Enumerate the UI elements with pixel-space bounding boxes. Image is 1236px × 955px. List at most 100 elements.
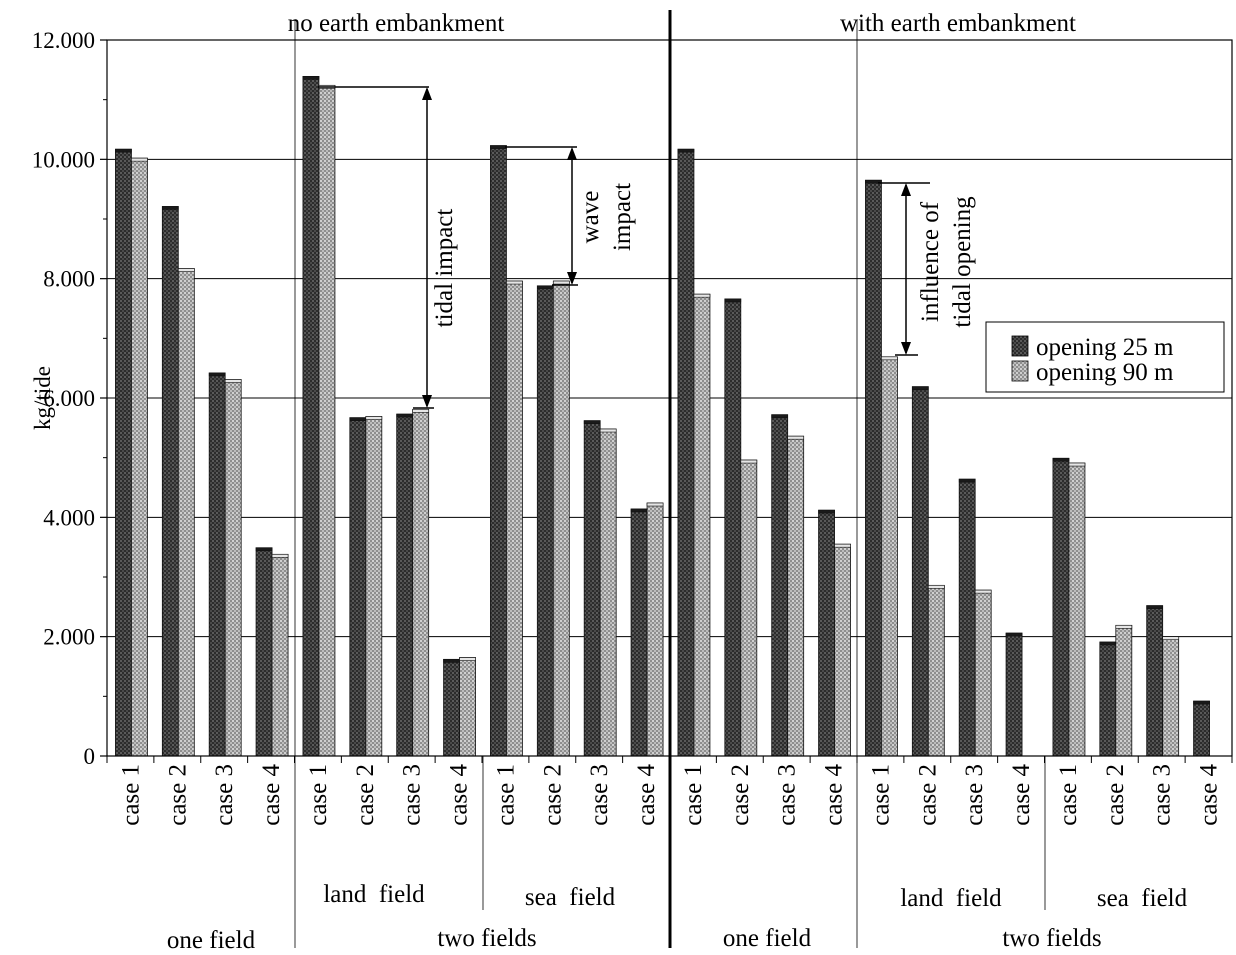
bar-opening-25 (1005, 632, 1023, 757)
bar-opening-90 (787, 435, 805, 757)
bar-opening-90 (318, 84, 336, 757)
bar-cap (818, 509, 835, 514)
bar-cap (255, 547, 273, 552)
bar-cap (506, 280, 523, 285)
tidal-impact-label: tidal impact (431, 209, 458, 328)
bar-opening-25 (396, 413, 414, 757)
bar-opening-90 (177, 268, 195, 757)
group-label-one-field-right: one field (723, 925, 812, 952)
bar-cap (787, 435, 804, 440)
group-label-two-fields-left: two fields (437, 925, 536, 952)
bar-cap (928, 585, 945, 589)
bar-cap (537, 285, 554, 290)
x-tick-label: case 1 (305, 764, 332, 826)
bar-opening-90 (131, 157, 148, 757)
bar-opening-90 (693, 293, 711, 757)
bar-opening-90 (552, 280, 570, 757)
bar-opening-25 (630, 508, 648, 757)
tidal-opening-arrowhead-down (901, 342, 911, 355)
x-tick-label: case 3 (774, 764, 801, 826)
bar-opening-90 (506, 280, 523, 757)
bar-opening-90 (974, 589, 992, 757)
x-tick-label: case 2 (914, 764, 941, 826)
bar-cap (646, 502, 664, 507)
x-tick-label: case 4 (1196, 764, 1223, 826)
bar-cap (302, 76, 320, 80)
bar-opening-90 (365, 416, 383, 757)
bar-opening-90 (740, 459, 758, 757)
x-tick-label: case 2 (164, 764, 191, 826)
bar-opening-25 (1146, 605, 1164, 757)
y-tick-label: 0 (84, 744, 96, 769)
bar-cap (771, 414, 788, 419)
bar-opening-25 (1052, 457, 1070, 757)
bar-cap (912, 386, 929, 390)
bar-opening-25 (443, 658, 460, 757)
bar-opening-25 (958, 478, 976, 757)
y-tick-label: 8.000 (43, 267, 95, 292)
bar-cap (208, 372, 226, 377)
bar-cap (630, 508, 648, 513)
legend: opening 25 m opening 90 m (985, 321, 1225, 393)
bar-opening-90 (599, 428, 617, 757)
bar-cap (396, 413, 413, 418)
bar-opening-25 (724, 298, 742, 757)
x-tick-label: case 1 (680, 764, 707, 826)
bar-opening-25 (583, 420, 601, 757)
subgroup-label-land-right: land field (900, 885, 1002, 912)
subgroup-label-sea-left: sea field (525, 884, 616, 911)
bar-cap (693, 293, 711, 298)
bar-opening-25 (302, 75, 320, 757)
bar-opening-25 (490, 145, 507, 757)
bar-opening-25 (818, 509, 835, 757)
y-axis-ticks: 0 2.000 4.000 6.000 8.000 10.000 12.000 (32, 28, 107, 769)
x-tick-label: case 3 (211, 764, 238, 826)
bar-opening-90 (881, 356, 898, 757)
bar-cap (443, 659, 460, 663)
bar-opening-90 (646, 502, 664, 757)
bar-cap (1193, 700, 1210, 705)
bar-cap (1099, 641, 1117, 646)
bar-cap (1005, 632, 1023, 637)
x-tick-label: case 2 (539, 764, 566, 826)
bar-opening-90 (1068, 462, 1086, 757)
subgroup-label-land-left: land field (323, 881, 425, 908)
legend-label-opening-90: opening 90 m (1036, 359, 1174, 386)
x-tick-label: case 4 (446, 764, 473, 826)
x-tick-label: case 2 (352, 764, 379, 826)
y-tick-label: 2.000 (43, 625, 95, 650)
bar-opening-25 (536, 285, 554, 757)
x-tick-label: case 1 (117, 764, 144, 826)
bar-opening-90 (1115, 624, 1133, 757)
x-tick-label: case 1 (492, 764, 519, 826)
bar-opening-25 (677, 148, 695, 757)
legend-label-opening-25: opening 25 m (1036, 334, 1174, 361)
bar-cap (178, 268, 195, 272)
bars (115, 75, 1210, 757)
bar-opening-25 (1099, 641, 1117, 757)
bar-opening-90 (927, 584, 945, 757)
bar-cap (271, 554, 289, 558)
tidal-impact-arrowhead-up (422, 87, 432, 100)
bar-opening-25 (1193, 700, 1210, 757)
wave-impact-label-line-2: impact (609, 183, 636, 251)
x-tick-label: case 4 (633, 764, 660, 826)
bar-cap (553, 280, 570, 285)
wave-impact-label-line-1: wave (577, 191, 604, 244)
x-tick-label: case 3 (399, 764, 426, 826)
bar-cap (1162, 636, 1179, 640)
x-axis-ticks: case 1 case 2 case 3 case 4 case 1 case 2 case… (106, 756, 1233, 826)
wave-impact-arrowhead-down (567, 272, 577, 285)
bar-opening-90 (459, 657, 476, 757)
bar-cap (1115, 625, 1133, 629)
y-tick-label: 12.000 (32, 28, 95, 53)
tidal-impact-arrowhead-down (422, 395, 432, 408)
annotations: tidal impact wave impact influence of ti… (318, 86, 976, 409)
bar-opening-90 (1162, 636, 1180, 757)
panel-title-left: no earth embankment (288, 10, 505, 37)
bar-opening-25 (771, 414, 789, 757)
x-tick-label: case 4 (258, 764, 285, 826)
legend-swatch-opening-90 (1011, 360, 1029, 382)
bar-opening-25 (255, 547, 273, 757)
